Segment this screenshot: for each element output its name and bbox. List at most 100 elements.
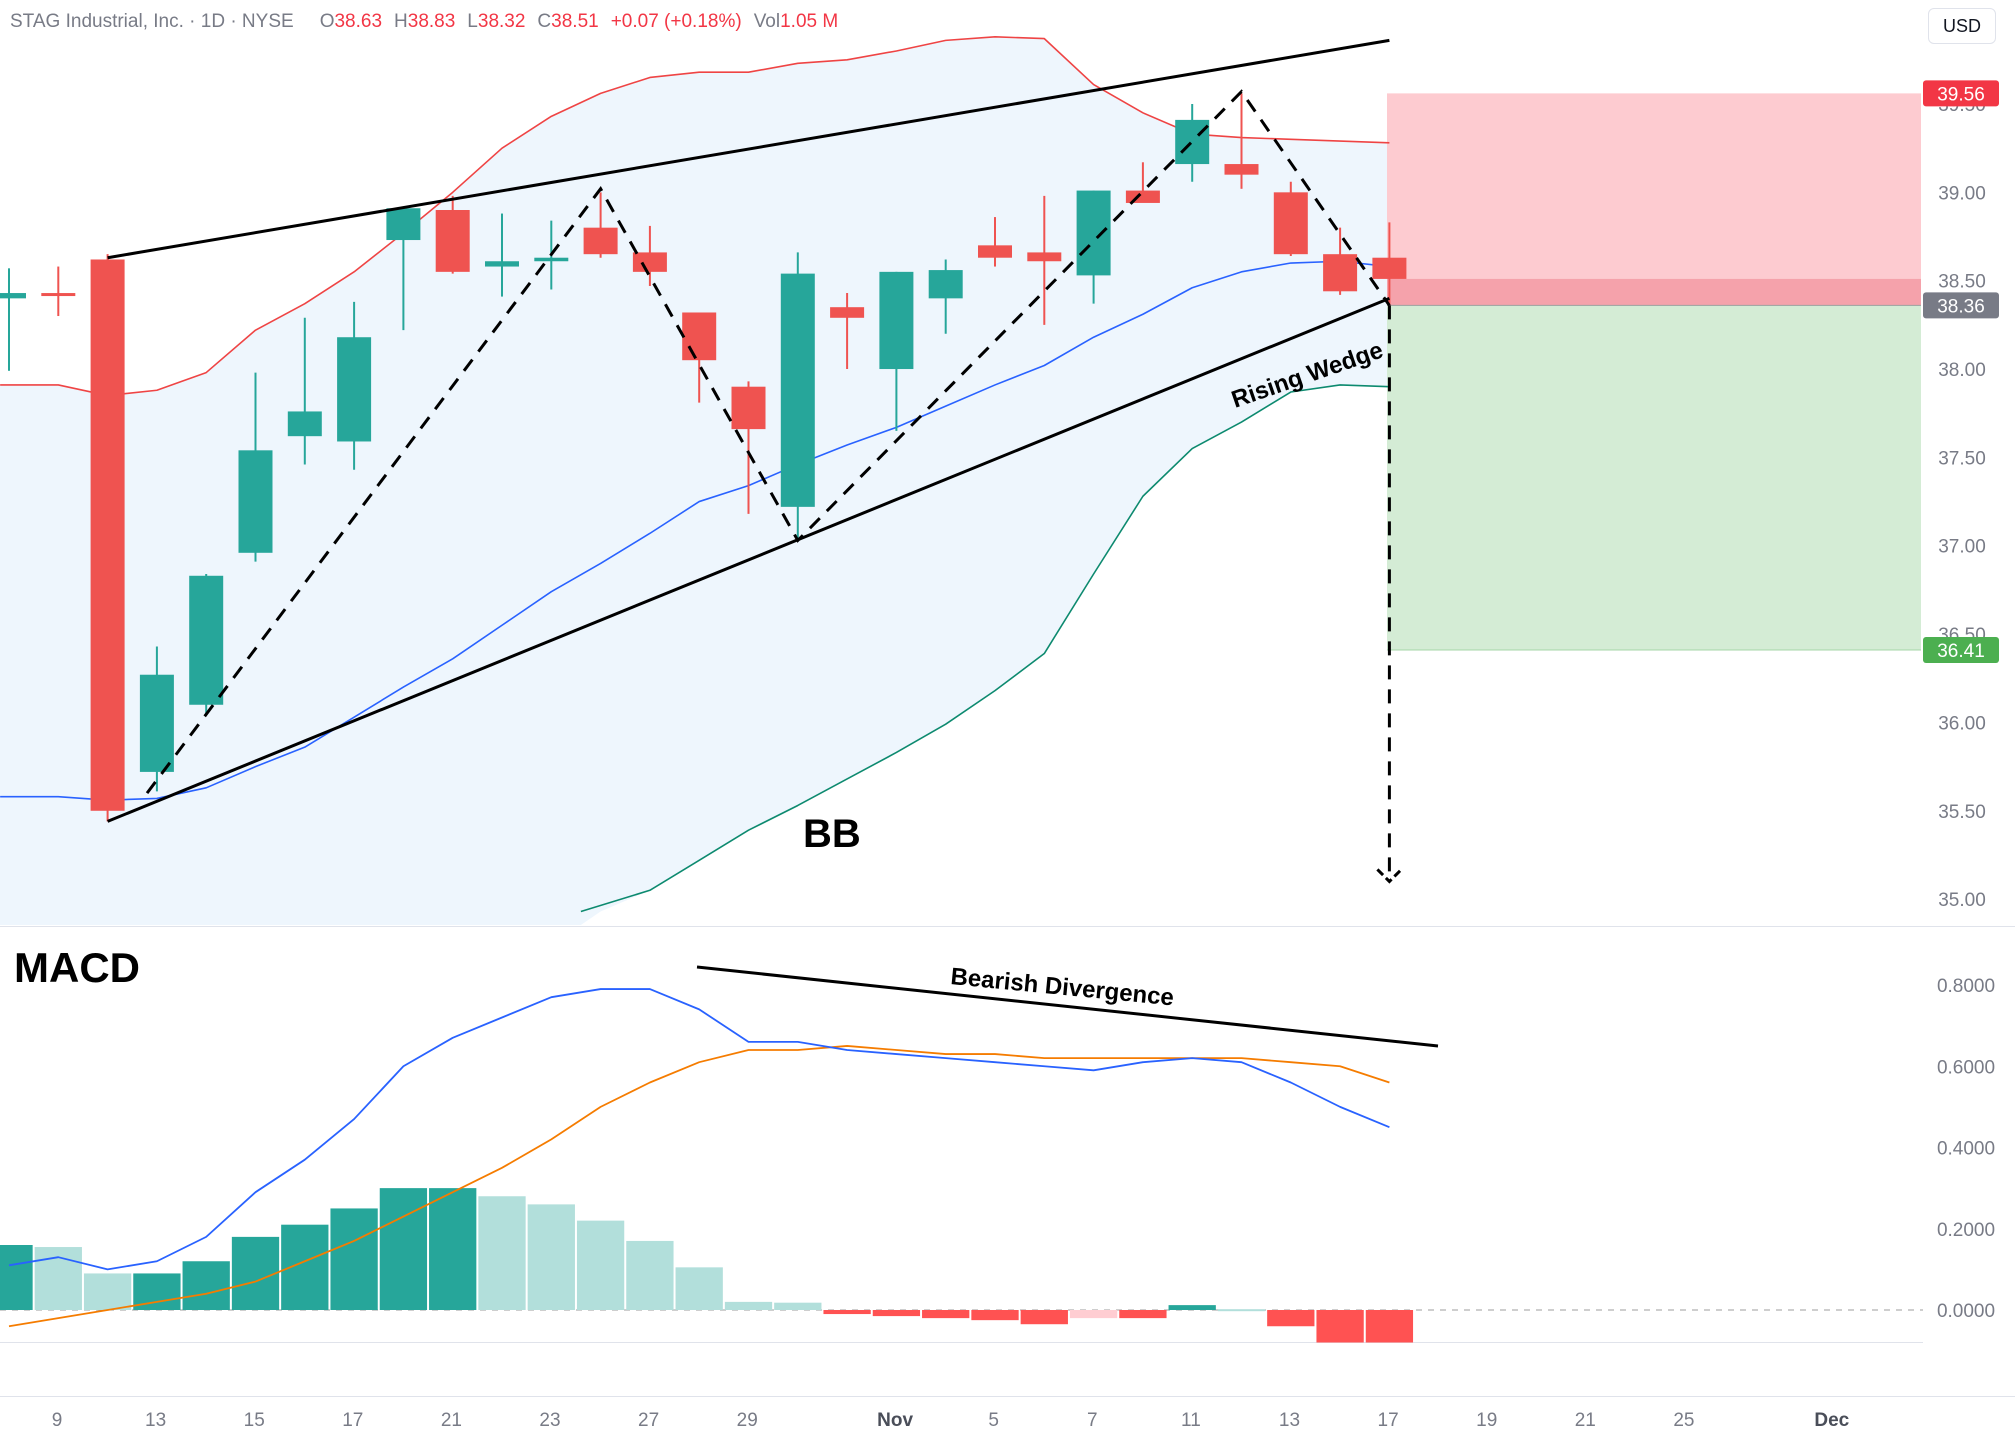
- macd-histogram-bar: [330, 1208, 378, 1310]
- candle[interactable]: [139, 646, 174, 792]
- candle-body: [731, 386, 766, 430]
- time-axis-tick-label: 25: [1673, 1410, 1694, 1431]
- candle-body: [1175, 119, 1210, 165]
- macd-histogram-bar: [823, 1310, 871, 1315]
- candle[interactable]: [879, 271, 914, 431]
- candle-body: [978, 245, 1012, 258]
- candle-body: [1125, 190, 1160, 203]
- candle[interactable]: [386, 208, 421, 331]
- macd-histogram-bar: [1119, 1310, 1167, 1319]
- entry-price-tag: 38.36: [1923, 292, 1999, 319]
- candle[interactable]: [632, 225, 667, 286]
- candle[interactable]: [1175, 103, 1210, 182]
- candle[interactable]: [780, 252, 815, 539]
- candle-body: [534, 257, 569, 262]
- candle[interactable]: [337, 301, 372, 470]
- price-axis-tick-label: 35.00: [1938, 890, 1986, 911]
- bb-middle-line: [0, 260, 1390, 801]
- candle[interactable]: [435, 195, 470, 274]
- macd-histogram-bar: [1365, 1310, 1414, 1343]
- candle[interactable]: [189, 574, 224, 716]
- macd-line: [8, 988, 1390, 1271]
- candle[interactable]: [0, 268, 26, 371]
- candle[interactable]: [41, 266, 76, 317]
- candle-body: [682, 312, 717, 361]
- target-price-tag-text: 36.41: [1937, 641, 1985, 662]
- macd-histogram-bar: [379, 1188, 428, 1310]
- price-axis-tick-label: 36.00: [1938, 713, 1986, 734]
- candle[interactable]: [731, 381, 766, 514]
- macd-histogram-bar: [971, 1310, 1019, 1321]
- candle-body: [780, 273, 815, 507]
- bollinger-band-fill: [9, 36, 1390, 926]
- candle[interactable]: [1224, 93, 1259, 189]
- wedge-upper-trendline[interactable]: [107, 38, 1390, 260]
- time-axis-tick-label: 17: [342, 1410, 363, 1431]
- stop-price-tag-bg: [1923, 80, 1999, 107]
- bb-annotation: BB: [803, 812, 861, 856]
- projection-arrow-head: [1376, 868, 1403, 884]
- bb-lower-line: [580, 384, 1390, 913]
- candle[interactable]: [682, 312, 717, 403]
- macd-histogram-bar: [1020, 1310, 1068, 1325]
- macd-histogram-bar: [0, 1245, 33, 1310]
- currency-button[interactable]: USD: [1928, 8, 1996, 44]
- change-value: +0.07 (+0.18%): [610, 11, 742, 32]
- macd-histogram-bar: [231, 1236, 280, 1310]
- macd-axis-tick-label: 0.0000: [1937, 1301, 1995, 1322]
- bearish-divergence-label: Bearish Divergence: [949, 963, 1175, 1011]
- candle[interactable]: [238, 372, 273, 562]
- bearish-divergence-line[interactable]: [696, 965, 1439, 1048]
- macd-axis-tick-label: 0.2000: [1937, 1220, 1995, 1241]
- target-price-tag-bg: [1923, 636, 1999, 663]
- candle[interactable]: [90, 254, 125, 822]
- low-value: 38.32: [477, 11, 526, 32]
- time-axis-tick-label: 27: [638, 1410, 659, 1431]
- time-axis-tick-label: 17: [1378, 1410, 1399, 1431]
- entry-price-tag-text: 38.36: [1937, 296, 1985, 317]
- price-axis-tick-label: 37.00: [1938, 537, 1986, 558]
- candle[interactable]: [1323, 227, 1358, 295]
- macd-histogram-bar: [527, 1204, 575, 1310]
- time-axis-tick-label: 5: [988, 1410, 999, 1431]
- candle-body: [287, 411, 322, 437]
- candle[interactable]: [1372, 222, 1407, 313]
- candle-body: [632, 252, 667, 272]
- macd-histogram-bar: [1217, 1309, 1266, 1312]
- time-axis-tick-label: 21: [441, 1410, 462, 1431]
- wedge-lower-trendline[interactable]: [107, 296, 1390, 823]
- macd-histogram-bar: [1168, 1305, 1216, 1310]
- candle[interactable]: [1273, 181, 1308, 256]
- time-axis-tick-label: 9: [52, 1410, 63, 1431]
- price-axis-tick-label: 38.50: [1938, 272, 1986, 293]
- macd-histogram-bar: [774, 1302, 822, 1310]
- time-axis: 9 13 15 17 21 23 27 29 Nov 5 7 11 13 17 19 21 25 Dec: [52, 1410, 1850, 1431]
- candle[interactable]: [830, 293, 865, 370]
- candle-body: [1027, 252, 1062, 262]
- macd-title: MACD: [14, 944, 140, 991]
- candles: [0, 93, 1407, 822]
- high-label: H: [394, 11, 408, 32]
- candle[interactable]: [978, 217, 1012, 267]
- macd-histogram-bar: [922, 1310, 970, 1319]
- candle[interactable]: [485, 213, 519, 297]
- macd-signal-line: [8, 1045, 1390, 1328]
- candle-body: [1273, 192, 1308, 255]
- target-price-tag: 36.41: [1923, 636, 1999, 663]
- entry-zone: [1387, 278, 1921, 306]
- time-axis-tick-label: 19: [1476, 1410, 1497, 1431]
- macd-histogram-bar: [576, 1220, 625, 1310]
- candle[interactable]: [1076, 190, 1111, 304]
- symbol-title: STAG Industrial, Inc. · 1D · NYSE: [10, 11, 294, 32]
- candle[interactable]: [1027, 195, 1062, 325]
- candle-body: [583, 227, 618, 255]
- candle[interactable]: [928, 259, 963, 334]
- low-label: L: [467, 11, 478, 32]
- bollinger-band-fill-edge: [0, 384, 10, 925]
- candle[interactable]: [287, 317, 322, 465]
- bb-upper-line: [0, 36, 1390, 397]
- macd-histogram-bar: [182, 1261, 230, 1310]
- candle[interactable]: [583, 192, 618, 258]
